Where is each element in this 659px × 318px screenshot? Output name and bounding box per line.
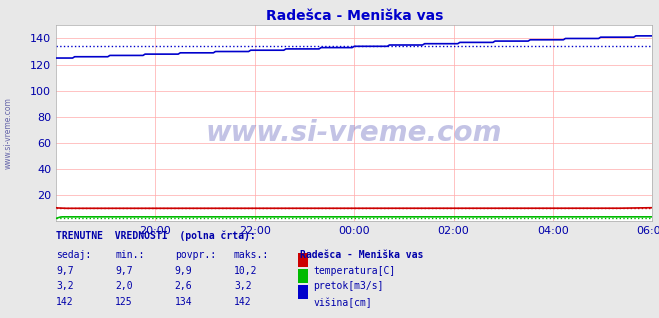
Text: sedaj:: sedaj:	[56, 250, 91, 259]
Text: 134: 134	[175, 297, 192, 307]
Text: min.:: min.:	[115, 250, 145, 259]
Title: Radešca - Meniška vas: Radešca - Meniška vas	[266, 9, 443, 23]
Text: 9,7: 9,7	[115, 266, 133, 275]
Text: 3,2: 3,2	[234, 281, 252, 291]
Text: 142: 142	[234, 297, 252, 307]
Text: 2,6: 2,6	[175, 281, 192, 291]
Text: povpr.:: povpr.:	[175, 250, 215, 259]
Text: 142: 142	[56, 297, 74, 307]
Text: temperatura[C]: temperatura[C]	[313, 266, 395, 275]
Text: www.si-vreme.com: www.si-vreme.com	[206, 119, 502, 147]
Text: 2,0: 2,0	[115, 281, 133, 291]
Text: 9,7: 9,7	[56, 266, 74, 275]
Text: 3,2: 3,2	[56, 281, 74, 291]
Text: pretok[m3/s]: pretok[m3/s]	[313, 281, 384, 291]
Text: 9,9: 9,9	[175, 266, 192, 275]
Text: Radešca - Meniška vas: Radešca - Meniška vas	[300, 250, 423, 259]
Text: 10,2: 10,2	[234, 266, 258, 275]
Text: višina[cm]: višina[cm]	[313, 297, 372, 308]
Text: TRENUTNE  VREDNOSTI  (polna črta):: TRENUTNE VREDNOSTI (polna črta):	[56, 231, 256, 241]
Text: 125: 125	[115, 297, 133, 307]
Text: maks.:: maks.:	[234, 250, 269, 259]
Text: www.si-vreme.com: www.si-vreme.com	[3, 98, 13, 169]
